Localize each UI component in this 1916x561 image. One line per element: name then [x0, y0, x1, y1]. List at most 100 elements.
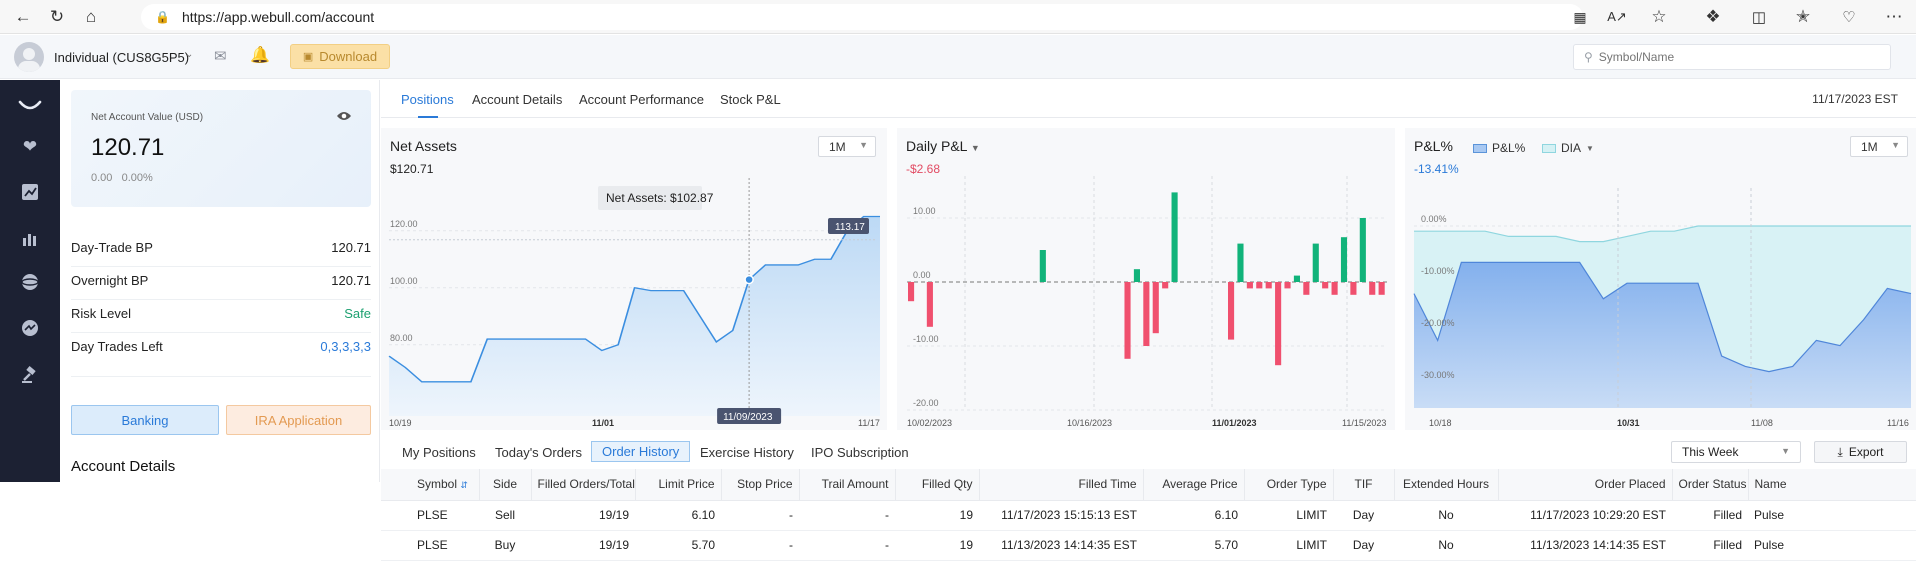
divider	[71, 376, 371, 377]
pnl-percent-area	[1414, 262, 1911, 408]
back-icon[interactable]: ←	[14, 7, 32, 26]
header-symbol[interactable]: Symbol ⇵	[411, 469, 480, 501]
pnl-bar	[908, 282, 915, 302]
ira-application-button[interactable]: IRA Application	[226, 405, 371, 435]
address-bar[interactable]: 🔒 https://app.webull.com/account	[141, 4, 1583, 30]
webull-logo-icon[interactable]	[18, 94, 42, 118]
cell-symbol[interactable]: PLSE	[411, 530, 479, 561]
pnl-bar	[1378, 282, 1385, 295]
daily-pnl-chart[interactable]: 10.00 0.00 -10.00 -20.00 10/02/2023 10/16/202…	[897, 128, 1395, 430]
chart-icon[interactable]	[18, 180, 42, 204]
browser-essentials-icon[interactable]: ♡	[1842, 9, 1856, 26]
eye-icon[interactable]	[336, 110, 352, 124]
pnl-percent-range-select[interactable]: 1M ▼	[1850, 136, 1908, 157]
community-icon[interactable]	[18, 316, 42, 340]
pnl-bar	[1162, 282, 1169, 289]
header-filled-orders-total[interactable]: Filled Orders/Total	[531, 469, 636, 501]
pnl-percent-chart[interactable]: 0.00% -10.00% -20.00% -30.00% 10/18 10/31 11/0…	[1405, 128, 1916, 430]
hover-point	[744, 274, 754, 285]
gavel-icon[interactable]	[18, 363, 42, 387]
net-assets-range-select[interactable]: 1M ▼	[818, 136, 876, 157]
apps-icon[interactable]: ▦	[1573, 8, 1587, 25]
more-menu-icon[interactable]: ⋯	[1885, 7, 1903, 26]
subtab-my-positions[interactable]: My Positions	[402, 445, 476, 460]
header-order-status[interactable]: Order Status	[1672, 469, 1749, 501]
read-aloud-icon[interactable]: A↗	[1607, 9, 1627, 24]
header-name[interactable]: Name	[1748, 469, 1916, 501]
download-label: Download	[319, 49, 378, 64]
download-button[interactable]: ▣ Download	[290, 44, 390, 69]
net-account-value-card: Net Account Value (USD) 120.71 0.00 0.00…	[71, 90, 371, 207]
search-box[interactable]: ⚲	[1573, 44, 1891, 70]
daily-pnl-title[interactable]: Daily P&L ▼	[906, 138, 980, 154]
subtab-exercise-history[interactable]: Exercise History	[700, 445, 794, 460]
pnl-percent-value: -13.41%	[1414, 162, 1459, 176]
watchlist-heart-icon[interactable]: ❤	[22, 137, 38, 156]
range-value: 1M	[1861, 139, 1878, 154]
change-percent: 0.00%	[121, 172, 153, 184]
globe-icon[interactable]	[18, 270, 42, 294]
header-tif[interactable]: TIF	[1333, 469, 1395, 501]
header-order-type[interactable]: Order Type	[1244, 469, 1334, 501]
cell-stop-price: -	[721, 530, 799, 561]
refresh-icon[interactable]: ↻	[49, 7, 65, 26]
banking-button[interactable]: Banking	[71, 405, 219, 435]
tooltip-box	[598, 186, 702, 210]
cell-order-status: Filled	[1672, 530, 1748, 561]
header-stop-price[interactable]: Stop Price	[721, 469, 800, 501]
cell-tif: Day	[1333, 500, 1394, 531]
pnl-bar	[1124, 282, 1131, 359]
pnl-bar	[1331, 282, 1338, 295]
tab-account-performance[interactable]: Account Performance	[579, 92, 705, 107]
x-tick-label: 10/18	[1429, 418, 1452, 428]
subtab-todays-orders[interactable]: Today's Orders	[495, 445, 583, 460]
url-text[interactable]: https://app.webull.com/account	[181, 9, 375, 25]
header-filled-time[interactable]: Filled Time	[979, 469, 1144, 501]
mail-icon[interactable]: ✉	[214, 48, 227, 65]
header-average-price[interactable]: Average Price	[1143, 469, 1245, 501]
cell-name: Pulse	[1748, 500, 1916, 531]
chevron-down-icon[interactable]: ⌄	[185, 49, 194, 60]
account-selector[interactable]: Individual (CUS8G5P5)	[54, 50, 190, 65]
subtab-ipo-subscription[interactable]: IPO Subscription	[811, 445, 909, 460]
header-order-placed[interactable]: Order Placed	[1498, 469, 1673, 501]
table-row[interactable]: PLSE Sell 19/19 6.10 - - 19 11/17/2023 1…	[381, 500, 1916, 531]
cell-symbol[interactable]: PLSE	[411, 500, 479, 531]
tab-positions[interactable]: Positions	[401, 92, 454, 107]
cell-limit-price: 6.10	[635, 500, 721, 531]
favorites-icon[interactable]: ✭	[1795, 7, 1811, 26]
header-side[interactable]: Side	[479, 469, 532, 501]
date-range-select[interactable]: This Week ▼	[1671, 441, 1801, 463]
row-label: Overnight BP	[71, 272, 149, 288]
net-assets-area	[389, 216, 880, 416]
legend-dia[interactable]: DIA ▼	[1542, 141, 1594, 155]
pnl-bar	[1228, 282, 1235, 340]
header-limit-price[interactable]: Limit Price	[635, 469, 722, 501]
y-tick-label: -20.00	[913, 398, 939, 408]
cell-stop-price: -	[721, 500, 799, 531]
bell-icon[interactable]: 🔔	[250, 47, 270, 64]
search-input[interactable]	[1598, 50, 1879, 64]
table-row[interactable]: PLSE Buy 19/19 5.70 - - 19 11/13/2023 14…	[381, 530, 1916, 561]
export-button[interactable]: ⤓ Export	[1814, 441, 1907, 463]
cell-filled-orders: 19/19	[531, 530, 635, 561]
favorite-star-icon[interactable]: ☆	[1651, 7, 1667, 26]
tab-account-details[interactable]: Account Details	[472, 92, 563, 107]
tab-stock-pnl[interactable]: Stock P&L	[720, 92, 781, 107]
home-icon[interactable]: ⌂	[85, 7, 97, 26]
subtab-order-history[interactable]: Order History	[591, 441, 691, 462]
extensions-icon[interactable]: ❖	[1705, 7, 1721, 26]
tab-underline	[418, 116, 438, 118]
avatar[interactable]	[14, 42, 44, 72]
legend-pnl-percent[interactable]: P&L%	[1473, 141, 1525, 155]
pnl-bar	[1322, 282, 1329, 289]
split-screen-icon[interactable]: ◫	[1751, 9, 1767, 26]
header-filled-qty[interactable]: Filled Qty	[895, 469, 980, 501]
header-trail-amount[interactable]: Trail Amount	[799, 469, 896, 501]
row-label: Day Trades Left	[71, 338, 163, 354]
day-trades-left-value[interactable]: 0,3,3,3,3	[320, 338, 371, 354]
header-extended-hours[interactable]: Extended Hours	[1394, 469, 1499, 501]
market-icon[interactable]	[18, 226, 42, 250]
net-assets-line	[388, 215, 880, 383]
